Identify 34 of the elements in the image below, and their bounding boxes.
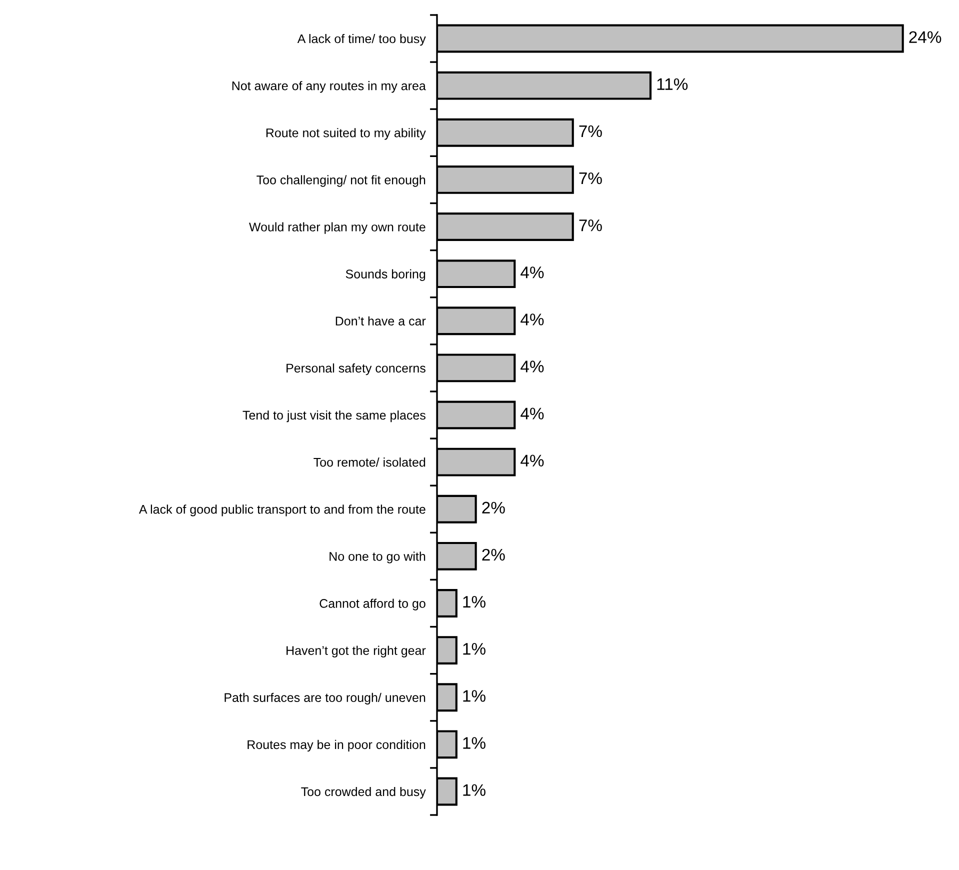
y-tick-label: Too remote/ isolated (314, 458, 426, 467)
y-tick-label: Too challenging/ not fit enough (256, 175, 426, 187)
y-tick-label: A lack of good public transport to and from the route (138, 504, 426, 516)
y-tick-label: Haven’t got the right gear (286, 646, 426, 658)
y-tick-label: A lack of time/ too busy (297, 34, 426, 46)
data-label: 4% (520, 454, 544, 466)
y-tick-label: Too crowded and busy (301, 786, 426, 799)
y-tick-label: Path surfaces are too rough/ uneven (224, 692, 426, 704)
data-label: 2% (482, 548, 505, 561)
data-label: 1% (463, 596, 486, 608)
data-label: 24% (909, 31, 942, 43)
y-tick-label: Tend to just visit the same places (242, 410, 426, 422)
data-label: 2% (482, 502, 505, 514)
data-label: 1% (463, 737, 486, 749)
y-tick-label: Routes may be in poor condition (248, 740, 426, 752)
data-label: 1% (463, 690, 486, 702)
y-tick-label: No one to go with (330, 552, 426, 564)
y-tick-label: Route not suited to my ability (266, 128, 426, 140)
data-label: 4% (520, 266, 544, 278)
data-label: 7% (579, 172, 602, 184)
data-label: 4% (520, 408, 544, 420)
data-label: 1% (463, 784, 486, 796)
data-label: 7% (579, 220, 602, 232)
data-label: 1% (463, 643, 486, 655)
data-label: 7% (579, 125, 602, 138)
y-tick-label: Would rather plan my own route (249, 222, 426, 234)
data-label: 11% (657, 78, 688, 90)
y-tick-label: Cannot afford to go (320, 598, 426, 610)
y-tick-label: Not aware of any routes in my area (232, 81, 426, 93)
data-label: 4% (520, 314, 544, 326)
data-label: 4% (520, 360, 544, 372)
y-tick-label: Don’t have a car (336, 316, 426, 326)
y-tick-label: Personal safety concerns (286, 363, 426, 376)
y-tick-label: Sounds boring (346, 269, 426, 281)
